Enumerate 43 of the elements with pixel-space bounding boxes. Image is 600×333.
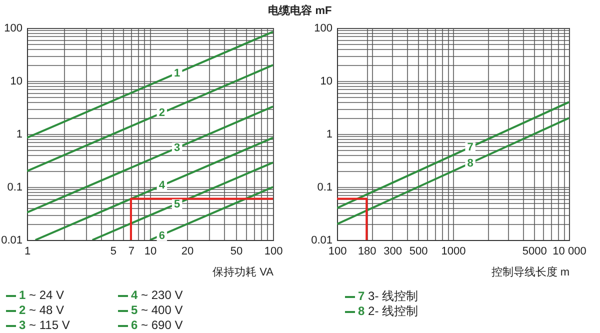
x-tick-label: 1000	[441, 246, 466, 258]
annotation: 5	[174, 198, 180, 210]
y-tick-label: 0.01	[1, 234, 22, 246]
legend-label: 4 ~ 230 V	[131, 288, 183, 302]
x-tick-label: 5000	[522, 246, 547, 258]
y-tick-label: 10	[320, 76, 332, 88]
annotation: 4	[158, 180, 166, 192]
x-axis-title: 控制导线长度 m	[491, 266, 570, 278]
legend-label: 6 ~ 690 V	[131, 318, 183, 332]
x-tick-label: 1	[24, 246, 31, 258]
x-tick-label: 100	[328, 246, 347, 258]
legend-label: 1 ~ 24 V	[19, 288, 64, 302]
x-tick-label: 5	[110, 246, 117, 258]
x-tick-label: 300	[384, 246, 402, 258]
y-tick-label: 1	[326, 128, 332, 140]
annotation: 7	[467, 141, 474, 154]
text: 电缆电容 mF	[268, 5, 332, 17]
annotation: 3	[174, 142, 180, 154]
x-tick-label: 180	[358, 246, 376, 258]
legend-label: 5 ~ 400 V	[131, 303, 183, 317]
y-tick-label: 0.1	[317, 182, 332, 194]
y-tick-label: 100	[4, 22, 22, 34]
y-tick-label: 0.1	[7, 182, 22, 194]
legend-label: 7 3- 线控制	[358, 289, 418, 303]
annotation: 1	[174, 67, 180, 80]
annotation: 6	[158, 230, 165, 242]
annotation: 2	[158, 106, 165, 119]
x-tick-label: 20	[181, 246, 194, 258]
x-tick-label: 10	[144, 246, 157, 258]
y-tick-label: 1	[16, 128, 22, 140]
x-tick-label: 50	[230, 246, 243, 258]
y-tick-label: 10	[10, 76, 22, 88]
legend-label: 3 ~ 115 V	[19, 318, 70, 332]
x-tick-label: 7	[128, 246, 135, 258]
y-tick-label: 100	[314, 22, 332, 34]
y-tick-label: 0.01	[311, 234, 332, 246]
legend-label: 2 ~ 48 V	[19, 303, 64, 317]
x-tick-label: 500	[409, 246, 428, 258]
x-tick-label: 100	[264, 246, 283, 258]
x-tick-label: 10 000	[552, 246, 586, 258]
legend-label: 8 2- 线控制	[358, 304, 418, 318]
annotation: 8	[467, 157, 474, 170]
x-axis-title: 保持功耗 VA	[212, 266, 274, 278]
